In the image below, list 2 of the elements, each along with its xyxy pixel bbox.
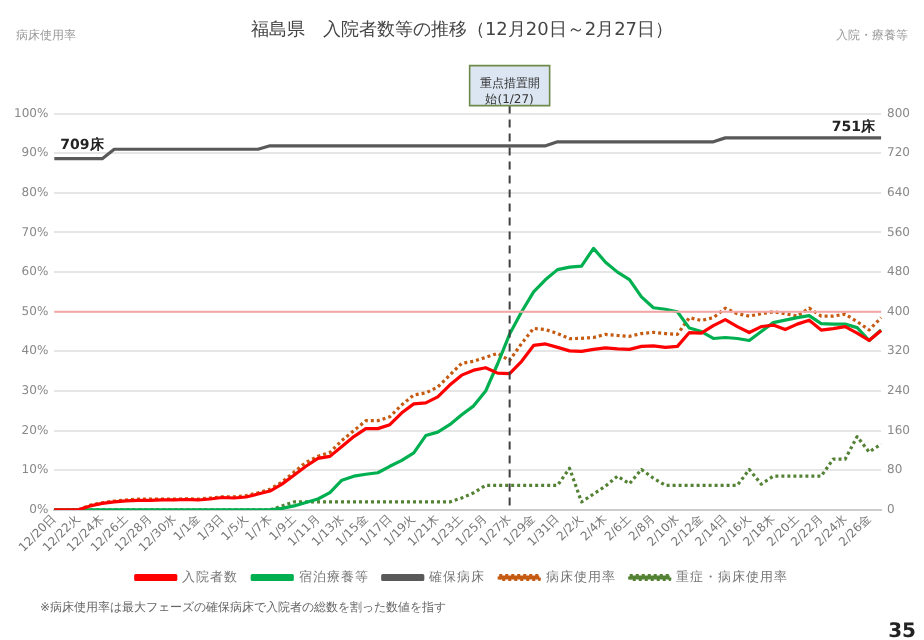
text: 35 — [888, 621, 917, 640]
chart-title: 福島県 入院者数等の推移（12月20日～2月27日） — [250, 19, 674, 42]
